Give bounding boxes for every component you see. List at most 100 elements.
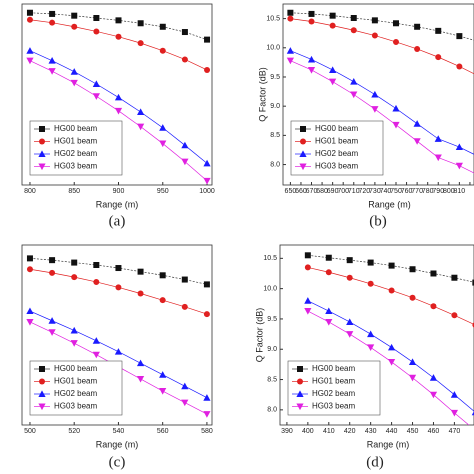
- marker: [409, 294, 416, 301]
- marker: [93, 15, 100, 22]
- series-line: [290, 60, 474, 174]
- marker: [350, 91, 358, 99]
- y-tick-label: 9.0: [267, 346, 277, 353]
- marker: [429, 391, 438, 399]
- marker: [455, 162, 463, 170]
- legend-box: [29, 360, 123, 416]
- marker: [456, 63, 463, 70]
- x-tick-label: 1000: [199, 188, 215, 195]
- marker: [71, 23, 78, 30]
- legend-marker: [299, 150, 307, 157]
- legend-marker: [38, 390, 46, 397]
- marker: [346, 331, 354, 338]
- marker: [346, 274, 353, 281]
- marker: [203, 159, 211, 167]
- plot-frame: [21, 244, 213, 426]
- panel: 6506606706806907007107207307407507607707…: [257, 3, 474, 229]
- x-tick-label: 780: [422, 188, 434, 195]
- x-tick-label: 580: [201, 428, 213, 435]
- x-tick-label: 900: [113, 188, 125, 195]
- series-line: [29, 257, 207, 285]
- marker: [308, 18, 315, 25]
- marker: [329, 78, 337, 86]
- legend: HG00 beam HG01 beam HG02 beam HG03 beam: [29, 120, 123, 176]
- x-tick-label: 850: [68, 188, 80, 195]
- marker: [430, 270, 437, 277]
- legend-label: HG02 beam: [54, 149, 97, 158]
- marker: [114, 107, 123, 115]
- x-tick-label: 710: [348, 188, 360, 195]
- caption: (b): [369, 213, 387, 229]
- marker: [414, 23, 421, 30]
- marker: [181, 399, 189, 407]
- marker: [346, 257, 353, 264]
- y-tick-label: 10.5: [263, 255, 277, 262]
- y-axis-label: Q Factor (dB): [257, 67, 267, 122]
- marker: [204, 36, 211, 43]
- marker: [435, 54, 442, 61]
- legend-marker: [300, 138, 306, 145]
- x-tick-label: 690: [327, 188, 339, 195]
- marker: [388, 262, 395, 269]
- plot-frame: [21, 3, 213, 186]
- marker: [159, 272, 166, 279]
- legend-marker: [296, 403, 304, 411]
- x-tick-label: 650: [285, 188, 297, 195]
- x-tick-label: 470: [449, 428, 461, 435]
- x-tick-label: 390: [281, 428, 293, 435]
- marker: [413, 120, 421, 127]
- marker: [181, 382, 189, 390]
- marker: [455, 143, 463, 151]
- legend-box: [287, 360, 381, 416]
- marker: [136, 375, 145, 383]
- marker: [26, 57, 34, 65]
- marker: [287, 9, 294, 16]
- marker: [70, 326, 78, 334]
- marker: [49, 257, 56, 264]
- marker: [115, 17, 122, 24]
- marker: [451, 312, 458, 319]
- plot: [26, 9, 211, 185]
- marker: [286, 47, 294, 54]
- series-line: [307, 254, 474, 283]
- marker: [70, 79, 78, 87]
- legend-box: [290, 120, 384, 176]
- x-tick-label: 740: [380, 188, 392, 195]
- panel: 500 520 540 560 580 Range (m) (c) HG00 beam HG01…: [21, 244, 213, 470]
- marker: [325, 318, 333, 326]
- x-tick-label: 750: [390, 188, 402, 195]
- marker: [26, 255, 33, 262]
- x-tick-label: 460: [428, 428, 440, 435]
- legend-marker: [38, 163, 46, 171]
- marker: [456, 33, 463, 40]
- x-tick-label: 790: [432, 188, 444, 195]
- marker: [71, 259, 78, 266]
- marker: [307, 55, 316, 63]
- plot: [286, 9, 474, 174]
- marker: [49, 269, 56, 276]
- marker: [392, 121, 400, 129]
- marker: [159, 297, 166, 304]
- legend-marker: [296, 390, 304, 397]
- legend-marker: [39, 138, 45, 145]
- marker: [304, 297, 312, 304]
- marker: [350, 15, 357, 22]
- marker: [329, 22, 336, 29]
- marker: [71, 12, 78, 19]
- legend-marker: [297, 378, 303, 385]
- y-tick-label: 9.0: [270, 103, 280, 110]
- marker: [49, 10, 56, 17]
- marker: [307, 66, 316, 74]
- x-tick-label: 670: [306, 188, 318, 195]
- marker: [308, 10, 315, 17]
- marker: [387, 343, 396, 351]
- marker: [114, 348, 123, 355]
- x-axis-label: Range (m): [368, 199, 411, 209]
- x-tick-label: 660: [295, 188, 307, 195]
- marker: [371, 106, 379, 113]
- plot: [304, 252, 474, 425]
- legend-label: HG01 beam: [54, 377, 97, 386]
- x-axis-label: Range (m): [367, 439, 410, 449]
- marker: [304, 264, 311, 271]
